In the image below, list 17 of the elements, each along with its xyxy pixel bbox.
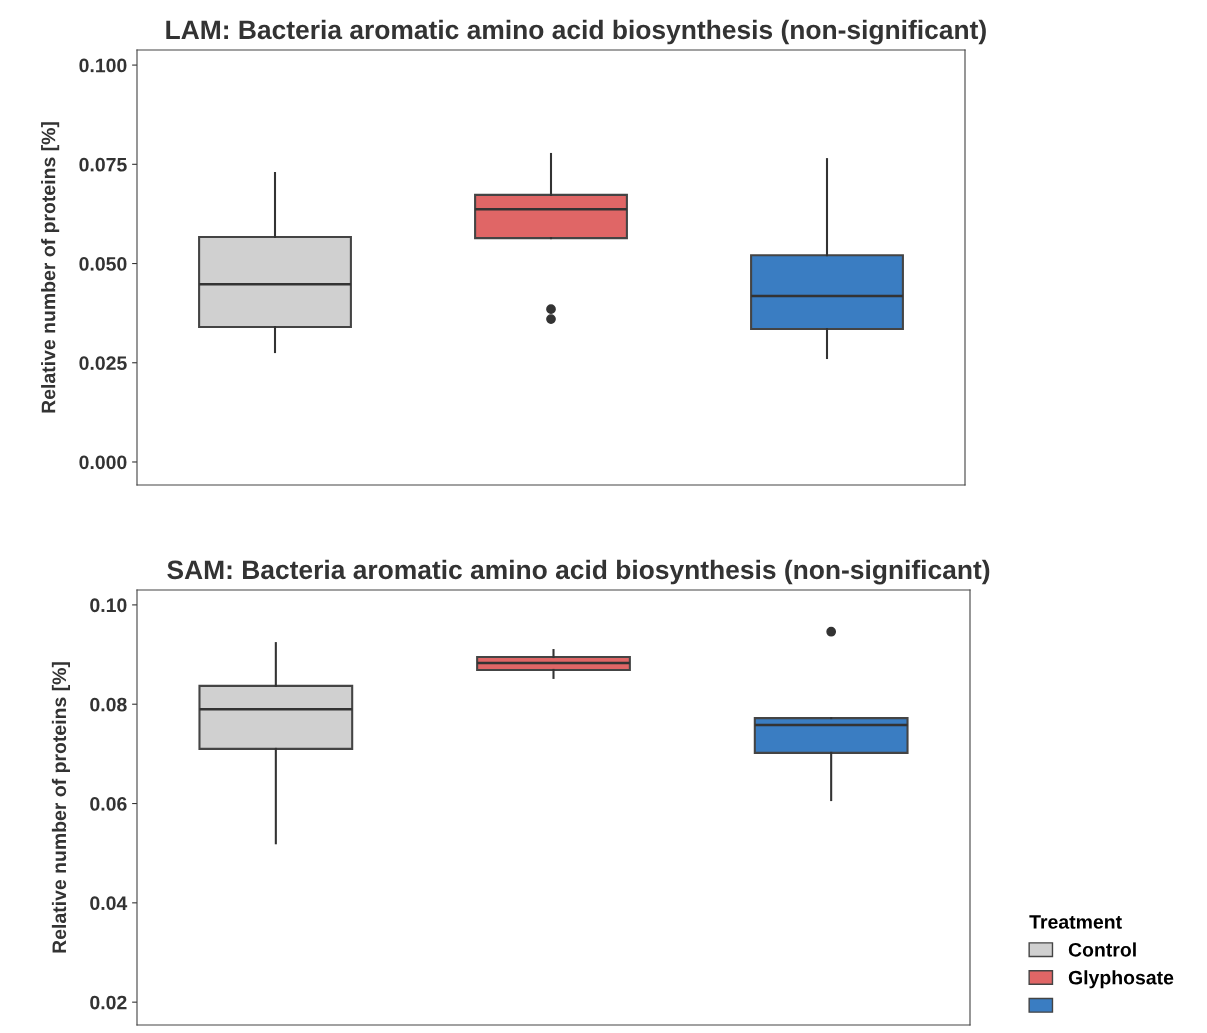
y-tick-label: 0.04: [90, 896, 128, 911]
chart-title: SAM: Bacteria aromatic amino acid biosynthesis (non-significant): [167, 559, 990, 585]
legend-title: Treatment: [1029, 915, 1122, 929]
y-axis-title: Relative number of proteins [%]: [51, 662, 70, 953]
y-tick-label: 0.10: [90, 598, 127, 613]
y-tick-label: 0.075: [79, 157, 127, 172]
y-tick-label: 0.050: [79, 257, 127, 271]
chart-title: LAM: Bacteria aromatic amino acid biosynthesis (non-significant): [166, 19, 986, 45]
legend-label: Glyphosate: [1068, 970, 1174, 989]
legend-label: Control: [1068, 942, 1136, 957]
y-tick-label: 0.08: [90, 697, 127, 712]
y-tick-label: 0.02: [90, 995, 127, 1010]
y-tick-label: 0.100: [79, 58, 127, 73]
y-tick-label: 0.025: [79, 356, 127, 370]
y-tick-label: 0.000: [79, 455, 127, 470]
y-tick-label: 0.06: [90, 797, 127, 811]
y-axis-title: Relative number of proteins [%]: [41, 122, 60, 413]
